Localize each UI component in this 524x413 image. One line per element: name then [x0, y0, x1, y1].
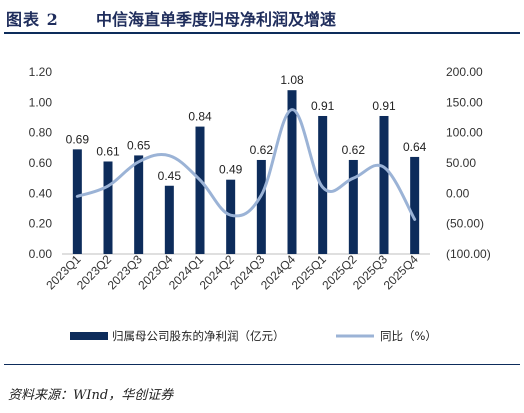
- bar-data-label: 0.45: [158, 169, 182, 183]
- bar: [256, 159, 266, 254]
- bar-data-label: 0.91: [372, 99, 396, 113]
- left-tick-label: 0.60: [29, 156, 53, 170]
- right-tick-label: 150.00: [446, 95, 483, 109]
- right-tick-label: 0.00: [446, 186, 470, 200]
- figure-label: 图表 2: [6, 10, 59, 29]
- x-axis-ticks: 2023Q12023Q22023Q32023Q42024Q12024Q22024…: [43, 252, 421, 292]
- bar-data-label: 0.62: [250, 143, 274, 157]
- right-tick-label: 200.00: [446, 65, 483, 79]
- bar-data-label: 0.64: [403, 140, 427, 154]
- bar-data-label: 0.69: [66, 132, 90, 146]
- right-tick-label: 100.00: [446, 126, 483, 140]
- yoy-line: [75, 108, 417, 221]
- source-note: 资料来源：WInd，华创证券: [8, 388, 174, 403]
- bar: [103, 161, 113, 254]
- right-tick-label: (50.00): [446, 217, 484, 231]
- left-tick-label: 0.40: [29, 186, 53, 200]
- bar-series: 0.69 0.61 0.65 0.45 0.84 0.49 0.62 1.08 0.91 0.62…: [66, 73, 427, 254]
- right-axis: (100.00) (50.00) 0.00 50.00 100.00 150.00 200.…: [446, 65, 491, 261]
- bar-data-label: 0.49: [219, 163, 243, 177]
- header-rule: [4, 32, 520, 34]
- bar-data-label: 0.84: [188, 110, 212, 124]
- bar: [287, 90, 297, 254]
- footer-rule: [4, 364, 520, 365]
- bar-data-label: 0.91: [311, 99, 335, 113]
- bar: [379, 115, 389, 254]
- bar-data-label: 0.65: [127, 138, 151, 152]
- left-tick-label: 0.80: [29, 126, 53, 140]
- left-tick-label: 0.00: [29, 247, 53, 261]
- bar: [134, 155, 144, 254]
- bar: [195, 126, 205, 254]
- bar-data-label: 0.62: [342, 143, 366, 157]
- bar: [164, 185, 174, 254]
- bar-data-label: 1.08: [280, 73, 304, 87]
- bar: [226, 179, 236, 254]
- line-series: [75, 108, 417, 221]
- bar: [72, 149, 82, 254]
- bar: [348, 159, 358, 254]
- left-axis: 0.00 0.20 0.40 0.60 0.80 1.00 1.20: [29, 65, 53, 261]
- right-tick-label: (100.00): [446, 247, 491, 261]
- x-tick-label: 2025Q4: [381, 252, 421, 292]
- bar-data-label: 0.61: [96, 144, 120, 158]
- legend-bar-label: 归属母公司股东的净利润（亿元）: [112, 329, 285, 343]
- figure-header: 图表 2 中信海直单季度归母净利润及增速: [4, 4, 520, 29]
- left-tick-label: 1.00: [29, 95, 53, 109]
- bar: [410, 156, 420, 254]
- legend: 归属母公司股东的净利润（亿元） 同比（%）: [70, 329, 437, 343]
- legend-line-label: 同比（%）: [380, 329, 437, 343]
- left-tick-label: 1.20: [29, 65, 53, 79]
- left-tick-label: 0.20: [29, 217, 53, 231]
- right-tick-label: 50.00: [446, 156, 476, 170]
- legend-bar-swatch: [70, 332, 108, 340]
- figure-title: 中信海直单季度归母净利润及增速: [96, 10, 337, 29]
